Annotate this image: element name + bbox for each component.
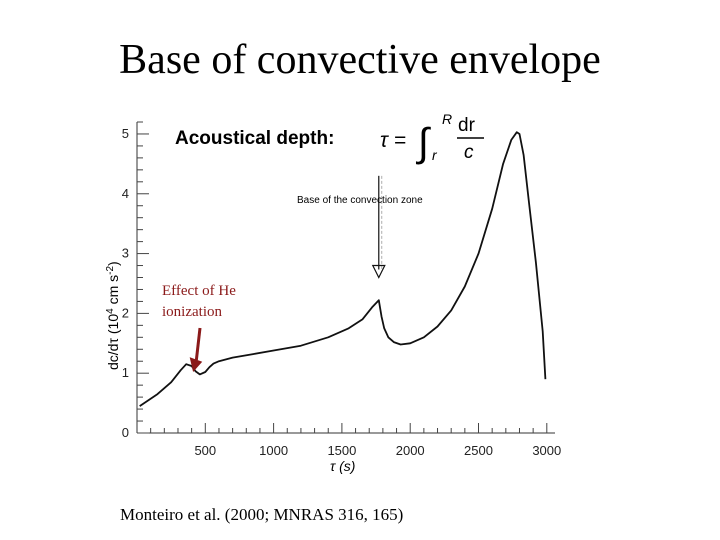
svg-text:dc/dτ (104 cm s-2): dc/dτ (104 cm s-2): [105, 261, 121, 370]
x-tick-label: 500: [194, 443, 216, 458]
y-label-exp-1: 4: [105, 308, 116, 314]
series-layer: [139, 131, 547, 407]
he-ionization-label: Effect of He ionization: [162, 283, 236, 320]
x-axis-label: τ (s): [330, 458, 355, 474]
y-label-mid: cm s: [105, 275, 121, 308]
formula-denominator: c: [464, 142, 474, 163]
formula-lower-limit: r: [432, 147, 438, 163]
axes: [136, 122, 555, 434]
x-tick-label: 2000: [396, 443, 425, 458]
x-tick-label: 2500: [464, 443, 493, 458]
integral-sign: ∫: [416, 121, 432, 165]
he-arrow-head: [189, 357, 203, 373]
bcz-label: Base of the convection zone: [297, 195, 423, 206]
y-tick-label: 5: [122, 126, 129, 141]
y-axis-label: dc/dτ (104 cm s-2): [105, 261, 121, 370]
series-line-1: [139, 131, 547, 407]
bcz-arrow-head: [371, 264, 386, 279]
ticks: 0 1 2 3 4 5 500 1000 1500 2000 2500 3000: [122, 121, 561, 458]
x-tick-label: 1500: [327, 443, 356, 458]
he-arrow-shaft: [194, 327, 202, 361]
citation: Monteiro et al. (2000; MNRAS 316, 165): [120, 505, 404, 524]
y-tick-label: 4: [122, 186, 129, 201]
formula-label: Acoustical depth:: [175, 128, 334, 149]
y-label-end: ): [105, 261, 121, 266]
y-tick-label: 3: [122, 246, 129, 261]
formula-lhs: τ =: [380, 129, 406, 152]
annotations: [189, 175, 386, 373]
x-tick-label: 1000: [259, 443, 288, 458]
y-label-main: dc/dτ (10: [105, 314, 121, 370]
x-tick-label: 3000: [532, 443, 561, 458]
y-tick-label: 2: [122, 305, 129, 320]
formula-upper-limit: R: [442, 111, 452, 127]
slide-title: Base of convective envelope: [119, 37, 601, 83]
y-tick-label: 0: [122, 425, 129, 440]
formula-numerator: dr: [458, 115, 476, 136]
y-tick-label: 1: [122, 365, 129, 380]
y-label-exp-2: -2: [105, 266, 116, 275]
